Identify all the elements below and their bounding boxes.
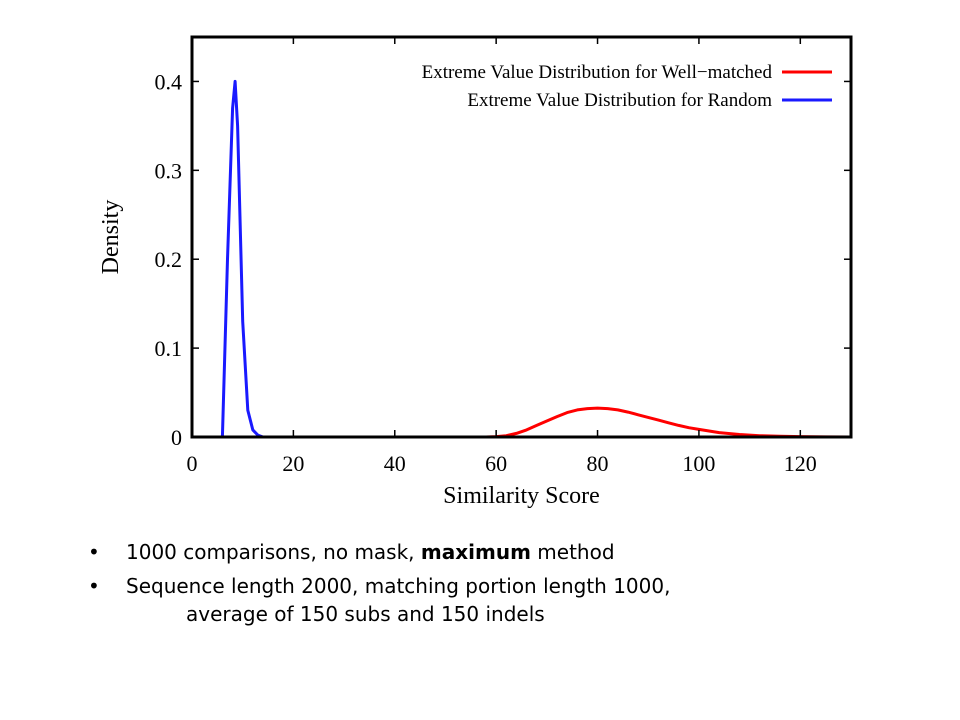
x-tick-label: 20 <box>282 451 304 476</box>
y-tick-label: 0.3 <box>155 158 183 183</box>
y-axis-label: Density <box>98 200 124 275</box>
series-line-random <box>192 79 851 439</box>
density-chart: 0 20 40 60 80 100 120 0 0.1 0.2 0.3 0.4 Similarity … <box>98 35 853 509</box>
note-text: method <box>530 540 615 564</box>
note-text: Sequence length 2000, matching portion l… <box>126 574 671 598</box>
note-text: 1000 comparisons, no mask, <box>126 540 421 564</box>
legend-label-random: Extreme Value Distribution for Random <box>467 90 772 111</box>
y-tick-label: 0.2 <box>155 247 183 272</box>
x-tick-label: 80 <box>587 451 609 476</box>
x-tick-label: 0 <box>187 451 198 476</box>
x-tick-label: 120 <box>784 451 817 476</box>
x-tick-label: 60 <box>485 451 507 476</box>
y-tick-label: 0 <box>171 425 182 450</box>
note-item: • Sequence length 2000, matching portion… <box>88 572 908 628</box>
bullet-icon: • <box>88 540 100 564</box>
series-line-well-matched <box>192 406 852 439</box>
note-emphasis: maximum <box>420 540 531 564</box>
x-axis-label: Similarity Score <box>443 483 600 509</box>
bullet-icon: • <box>88 574 100 598</box>
y-tick-label: 0.4 <box>155 69 183 94</box>
notes-list: • 1000 comparisons, no mask, maximum met… <box>88 538 908 634</box>
legend-label-well-matched: Extreme Value Distribution for Well−matc… <box>422 62 773 83</box>
legend: Extreme Value Distribution for Well−matc… <box>422 62 832 111</box>
note-text-continued: average of 150 subs and 150 indels <box>186 602 545 626</box>
x-tick-label: 100 <box>682 451 715 476</box>
x-tick-label: 40 <box>384 451 406 476</box>
note-item: • 1000 comparisons, no mask, maximum met… <box>88 538 908 566</box>
plot-frame <box>190 35 853 439</box>
y-tick-label: 0.1 <box>155 336 183 361</box>
